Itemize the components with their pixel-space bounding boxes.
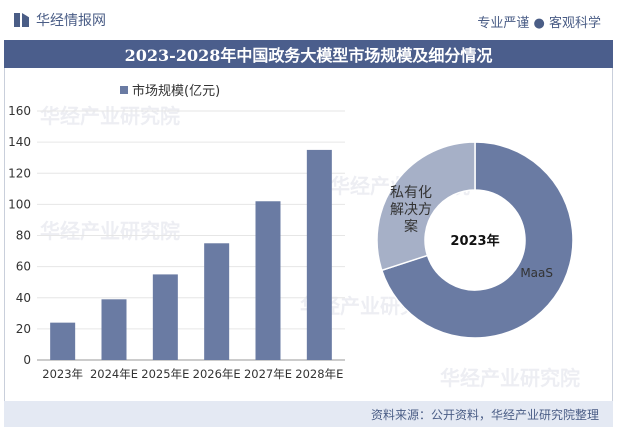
y-tick-label: 0 bbox=[23, 353, 31, 367]
slice-label: 私有化解决方案 bbox=[390, 185, 432, 235]
bar bbox=[101, 299, 127, 360]
source-note: 资料来源：公开资料，华经产业研究院整理 bbox=[370, 408, 599, 422]
y-tick-label: 100 bbox=[8, 197, 31, 211]
y-tick-label: 80 bbox=[16, 229, 31, 243]
y-tick-label: 60 bbox=[16, 260, 31, 274]
donut-slice bbox=[376, 141, 476, 272]
bar bbox=[152, 274, 178, 360]
slice-label: MaaS bbox=[520, 266, 553, 280]
chart-title: 2023-2028年中国政务大模型市场规模及细分情况 bbox=[4, 40, 613, 68]
y-tick-label: 140 bbox=[8, 135, 31, 149]
x-tick-label: 2028年E bbox=[295, 367, 343, 381]
top-bar: 华经情报网 专业严谨 ● 客观科学 bbox=[0, 0, 617, 40]
x-tick-label: 2027年E bbox=[244, 367, 292, 381]
slogan: 专业严谨 ● 客观科学 bbox=[477, 16, 601, 31]
donut-slice bbox=[380, 141, 574, 339]
bar-chart: 0 20 40 60 80 100 120 140 160 2023年 2024年E 2025年E 20… bbox=[8, 104, 345, 381]
y-tick-label: 20 bbox=[16, 322, 31, 336]
x-tick-label: 2026年E bbox=[193, 367, 241, 381]
bar-legend: 市场规模(亿元) bbox=[120, 80, 220, 99]
x-tick-label: 2023年 bbox=[42, 367, 83, 381]
brand: 华经情报网 bbox=[14, 10, 106, 30]
donut-center-label: 2023年 bbox=[450, 233, 499, 249]
bar bbox=[50, 322, 76, 360]
legend-swatch bbox=[120, 85, 128, 94]
legend-label: 市场规模(亿元) bbox=[132, 84, 221, 99]
footer: 资料来源：公开资料，华经产业研究院整理 bbox=[4, 401, 613, 427]
y-tick-label: 40 bbox=[16, 291, 31, 305]
bar bbox=[255, 201, 281, 360]
y-tick-label: 160 bbox=[8, 104, 31, 118]
brand-logo-icon bbox=[14, 12, 30, 28]
x-tick-label: 2025年E bbox=[141, 367, 189, 381]
bar bbox=[204, 243, 230, 360]
bar bbox=[306, 149, 332, 360]
donut-chart: MaaS 私有化解决方案 2023年 bbox=[376, 141, 574, 339]
x-tick-label: 2024年E bbox=[90, 367, 138, 381]
brand-name: 华经情报网 bbox=[36, 13, 106, 29]
y-tick-label: 120 bbox=[8, 166, 31, 180]
